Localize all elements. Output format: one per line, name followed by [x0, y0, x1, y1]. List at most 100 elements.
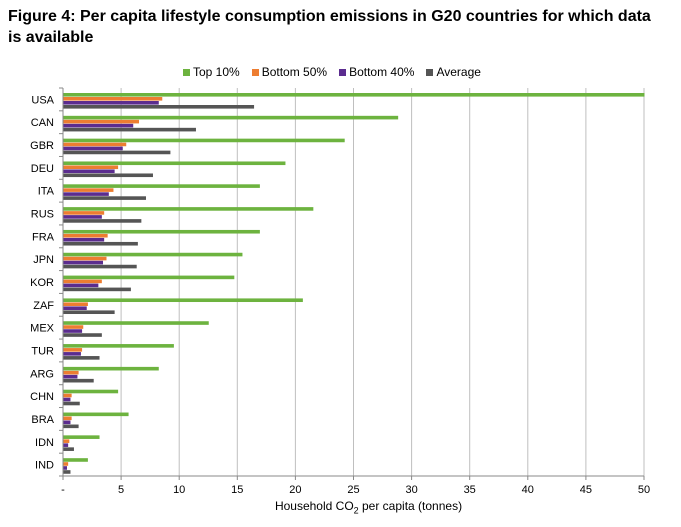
- x-tick-label: 50: [638, 484, 650, 496]
- bar-bottom50-tur: [63, 348, 83, 352]
- bar-bottom50-rus: [63, 211, 105, 215]
- bar-bottom50-mex: [63, 325, 84, 329]
- bar-bottom40-zaf: [63, 306, 87, 311]
- bar-top10-zaf: [63, 298, 303, 303]
- y-tick-label: IND: [35, 460, 54, 472]
- bar-top10-deu: [63, 161, 286, 166]
- bar-bottom40-kor: [63, 283, 99, 288]
- x-tick-label: 35: [464, 484, 476, 496]
- x-axis-title: Household CO2 per capita (tonnes): [0, 499, 681, 515]
- bar-top10-kor: [63, 275, 235, 280]
- y-tick-label: JPN: [33, 254, 54, 266]
- x-tick-label: 15: [231, 484, 243, 496]
- bar-top10-bra: [63, 412, 129, 417]
- legend-label-average: Average: [436, 65, 481, 79]
- y-tick-label: FRA: [32, 231, 55, 243]
- legend-swatch-average: [426, 68, 434, 76]
- bar-bottom50-fra: [63, 233, 108, 238]
- bar-top10-fra: [63, 229, 260, 234]
- bar-bottom40-ind: [63, 466, 67, 470]
- x-axis-title-before: Household CO: [274, 499, 354, 513]
- x-axis-title-after: per capita (tonnes): [358, 499, 463, 513]
- legend-item-bottom50: Bottom 50%: [251, 65, 328, 79]
- bar-bottom40-tur: [63, 352, 81, 356]
- bar-average-ind: [63, 470, 71, 474]
- bar-bottom40-mex: [63, 329, 83, 333]
- x-tick-label: 40: [522, 484, 534, 496]
- bar-bottom40-usa: [63, 101, 159, 105]
- x-tick-label: 25: [347, 484, 359, 496]
- bar-bottom50-bra: [63, 416, 72, 421]
- y-tick-label: CAN: [31, 117, 54, 129]
- bar-average-idn: [63, 447, 74, 451]
- bar-top10-rus: [63, 207, 314, 211]
- bar-bottom50-ind: [63, 462, 69, 466]
- legend-item-bottom40: Bottom 40%: [339, 65, 414, 79]
- bar-bottom50-arg: [63, 370, 79, 375]
- y-tick-label: ARG: [30, 368, 54, 380]
- bar-bottom40-gbr: [63, 146, 123, 151]
- x-tick-label: 30: [405, 484, 417, 496]
- bar-average-mex: [63, 333, 102, 337]
- bar-bottom40-ita: [63, 192, 109, 196]
- bar-average-rus: [63, 219, 142, 223]
- bar-bottom50-ita: [63, 188, 114, 192]
- bar-bottom40-deu: [63, 169, 115, 174]
- bar-average-gbr: [63, 150, 171, 155]
- bar-top10-ind: [63, 458, 88, 462]
- legend-swatch-bottom40: [339, 68, 347, 76]
- bar-top10-arg: [63, 366, 159, 371]
- y-tick-label: GBR: [30, 140, 54, 152]
- bar-bottom50-chn: [63, 393, 72, 398]
- bar-average-kor: [63, 287, 131, 292]
- bar-top10-jpn: [63, 252, 243, 257]
- bar-bottom50-can: [63, 119, 140, 124]
- x-tick-label: 20: [289, 484, 301, 496]
- y-tick-label: USA: [31, 94, 54, 106]
- y-tick-label: ITA: [38, 186, 55, 198]
- x-tick-label: 5: [118, 484, 124, 496]
- bar-average-deu: [63, 173, 153, 178]
- y-tick-label: RUS: [31, 209, 54, 221]
- bar-top10-mex: [63, 321, 209, 325]
- bar-average-usa: [63, 105, 255, 109]
- bar-bottom50-idn: [63, 439, 70, 443]
- bar-average-tur: [63, 356, 100, 360]
- bar-average-ita: [63, 196, 147, 200]
- bar-top10-gbr: [63, 138, 345, 143]
- bar-average-zaf: [63, 310, 115, 315]
- legend-swatch-top10: [183, 68, 190, 76]
- bar-bottom50-kor: [63, 279, 102, 284]
- bar-bottom50-gbr: [63, 142, 127, 147]
- legend-swatch-bottom50: [251, 68, 259, 76]
- x-tick-label: -: [61, 484, 65, 496]
- bar-bottom50-jpn: [63, 256, 107, 261]
- legend-item-average: Average: [426, 65, 481, 79]
- bar-bottom50-zaf: [63, 302, 88, 307]
- bar-average-arg: [63, 378, 94, 383]
- bar-average-can: [63, 127, 196, 132]
- bar-top10-idn: [63, 435, 100, 439]
- bar-average-jpn: [63, 264, 137, 269]
- bar-top10-ita: [63, 184, 260, 188]
- bar-bottom40-chn: [63, 397, 71, 402]
- bar-bottom40-bra: [63, 420, 71, 425]
- legend-label-bottom50: Bottom 50%: [261, 65, 328, 79]
- bar-bottom40-jpn: [63, 260, 104, 265]
- bar-top10-chn: [63, 389, 119, 394]
- bar-bottom40-idn: [63, 443, 69, 447]
- bar-bottom40-arg: [63, 374, 78, 379]
- legend-item-top10: Top 10%: [183, 65, 240, 79]
- x-axis-title-sub: 2: [353, 505, 359, 516]
- figure-title: Figure 4: Per capita lifestyle consumpti…: [8, 8, 651, 46]
- bar-bottom40-fra: [63, 237, 105, 242]
- bar-average-fra: [63, 241, 138, 246]
- bar-bottom50-usa: [63, 97, 163, 101]
- bar-top10-can: [63, 115, 399, 120]
- legend-label-bottom40: Bottom 40%: [349, 65, 415, 79]
- y-tick-label: KOR: [30, 277, 54, 289]
- y-tick-label: DEU: [31, 163, 54, 175]
- bar-top10-tur: [63, 344, 174, 348]
- legend-label-top10: Top 10%: [193, 65, 240, 79]
